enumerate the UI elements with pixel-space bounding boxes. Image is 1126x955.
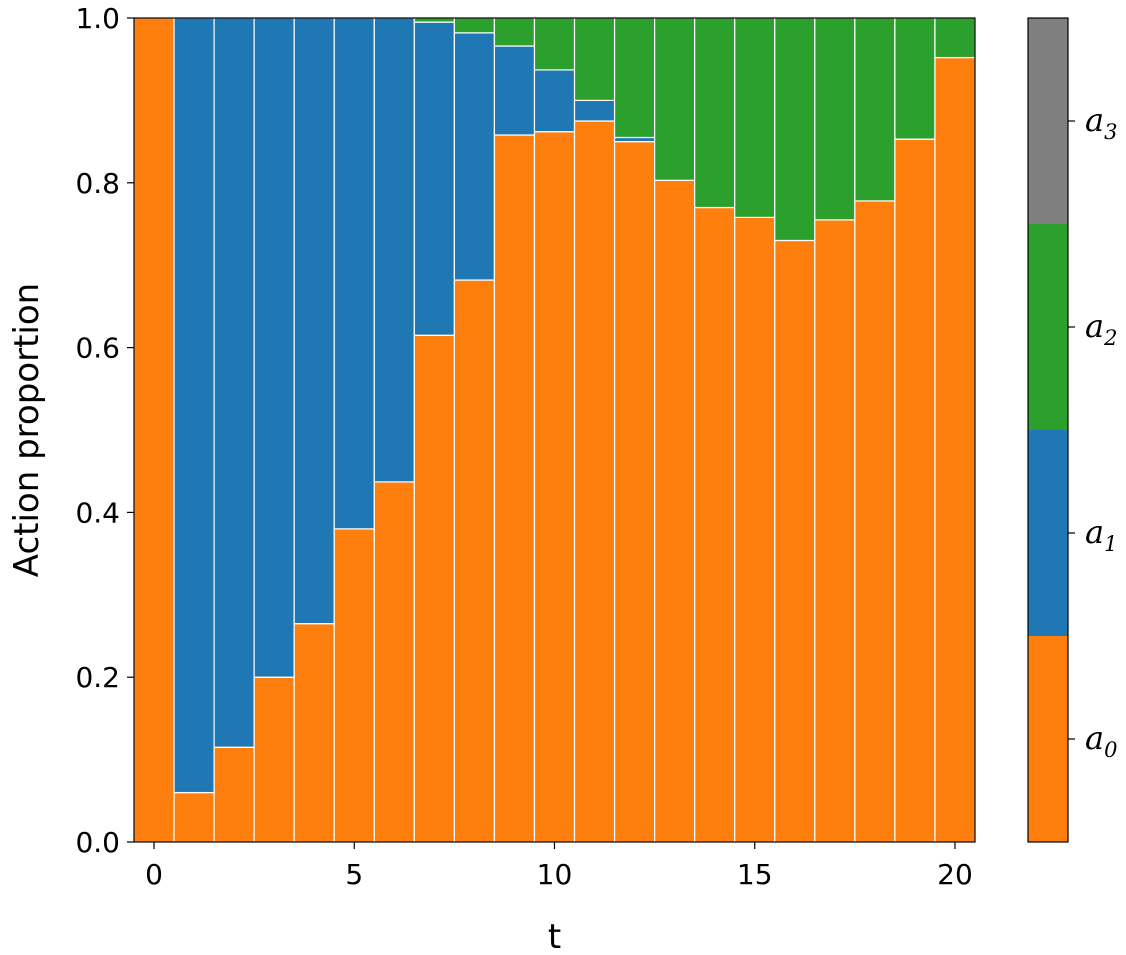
y-tick-label: 0.0 [75,826,120,859]
bar-segment-a1-t6 [373,17,415,483]
bar-segment-a0-t0 [133,17,175,843]
bar-segment-a1-t9 [493,45,536,136]
x-axis-label: t [548,917,561,955]
bar-segment-a0-t19 [894,138,936,843]
bar-segment-a0-t8 [453,279,496,843]
colorbar-segment-3 [1028,18,1068,224]
y-tick-label: 0.8 [75,167,120,200]
y-axis: 0.0 0.2 0.4 0.6 0.8 1.0 [75,2,134,859]
colorbar-label: a3 [1085,101,1117,144]
x-tick-label: 20 [937,858,973,891]
bar-segment-a0-t7 [413,334,455,843]
bar-segment-a0-t10 [533,131,576,843]
bar-segment-a1-t10 [533,69,576,133]
bar-segment-a1-t12 [613,136,656,143]
x-tick-label: 0 [145,858,163,891]
bar-segment-a0-t2 [213,746,255,843]
bar-segment-a2-t10 [533,17,576,71]
bar-segment-a1-t2 [213,17,255,748]
bar-segment-a0-t4 [293,623,335,843]
bar-segment-a2-t19 [894,17,936,140]
bar-segment-a2-t11 [573,17,616,102]
bar-segment-a0-t11 [573,120,616,843]
bar-segment-a2-t18 [854,17,896,202]
bar-segment-a2-t17 [814,17,856,221]
colorbar-frame [1027,17,1069,843]
y-tick-label: 0.2 [75,661,120,694]
bar-segment-a1-t4 [293,17,335,625]
bar-segment-a0-t9 [493,134,536,843]
bar-segment-a0-t16 [774,239,816,843]
bar-segment-a0-t14 [694,206,736,843]
colorbar-segment-2 [1028,224,1068,430]
x-axis: 0 5 10 15 20 [145,842,973,891]
bar-segment-a2-t7 [413,17,455,23]
bar-segment-a0-t18 [854,200,896,843]
colorbar-label: a1 [1085,513,1117,556]
bar-segment-a0-t12 [613,141,656,843]
colorbar-label: a2 [1085,307,1117,350]
colorbar-legend: a0 a1 a2 a3 [1027,17,1117,843]
x-tick-label: 5 [345,858,363,891]
colorbar-label: a0 [1085,719,1117,762]
bar-segment-a1-t11 [573,99,616,122]
bar-segment-a0-t13 [654,179,696,843]
bar-segment-a1-t3 [253,17,295,678]
bar-segment-a2-t16 [774,17,816,242]
bar-segment-a2-t15 [734,17,776,219]
y-tick-label: 0.4 [75,496,120,529]
bar-segment-a2-t20 [934,17,976,59]
y-axis-label: Action proportion [7,283,47,577]
bar-segment-a0-t1 [173,791,215,843]
bar-segment-a1-t5 [333,17,375,530]
bar-segment-a2-t13 [654,17,696,181]
x-tick-label: 10 [537,858,573,891]
bar-segment-a2-t14 [694,17,736,209]
bar-segment-a1-t7 [413,21,455,336]
bar-segment-a0-t15 [734,216,776,843]
bar-segment-a0-t17 [814,219,856,843]
bar-segment-a0-t6 [373,481,415,843]
bar-segment-a0-t5 [333,528,375,843]
bar-segment-a0-t3 [253,676,295,843]
colorbar-segment-1 [1028,430,1068,636]
colorbar-segment-0 [1028,636,1068,842]
bar-segment-a1-t1 [173,17,215,794]
plot-area [133,17,976,843]
bar-segment-a2-t8 [453,17,496,34]
bar-segment-a1-t8 [453,32,496,281]
y-tick-label: 1.0 [75,2,120,35]
bar-segment-a2-t12 [613,17,656,139]
x-tick-label: 15 [737,858,773,891]
bar-segment-a2-t9 [493,17,536,47]
y-tick-label: 0.6 [75,332,120,365]
bar-segment-a0-t20 [934,56,976,843]
